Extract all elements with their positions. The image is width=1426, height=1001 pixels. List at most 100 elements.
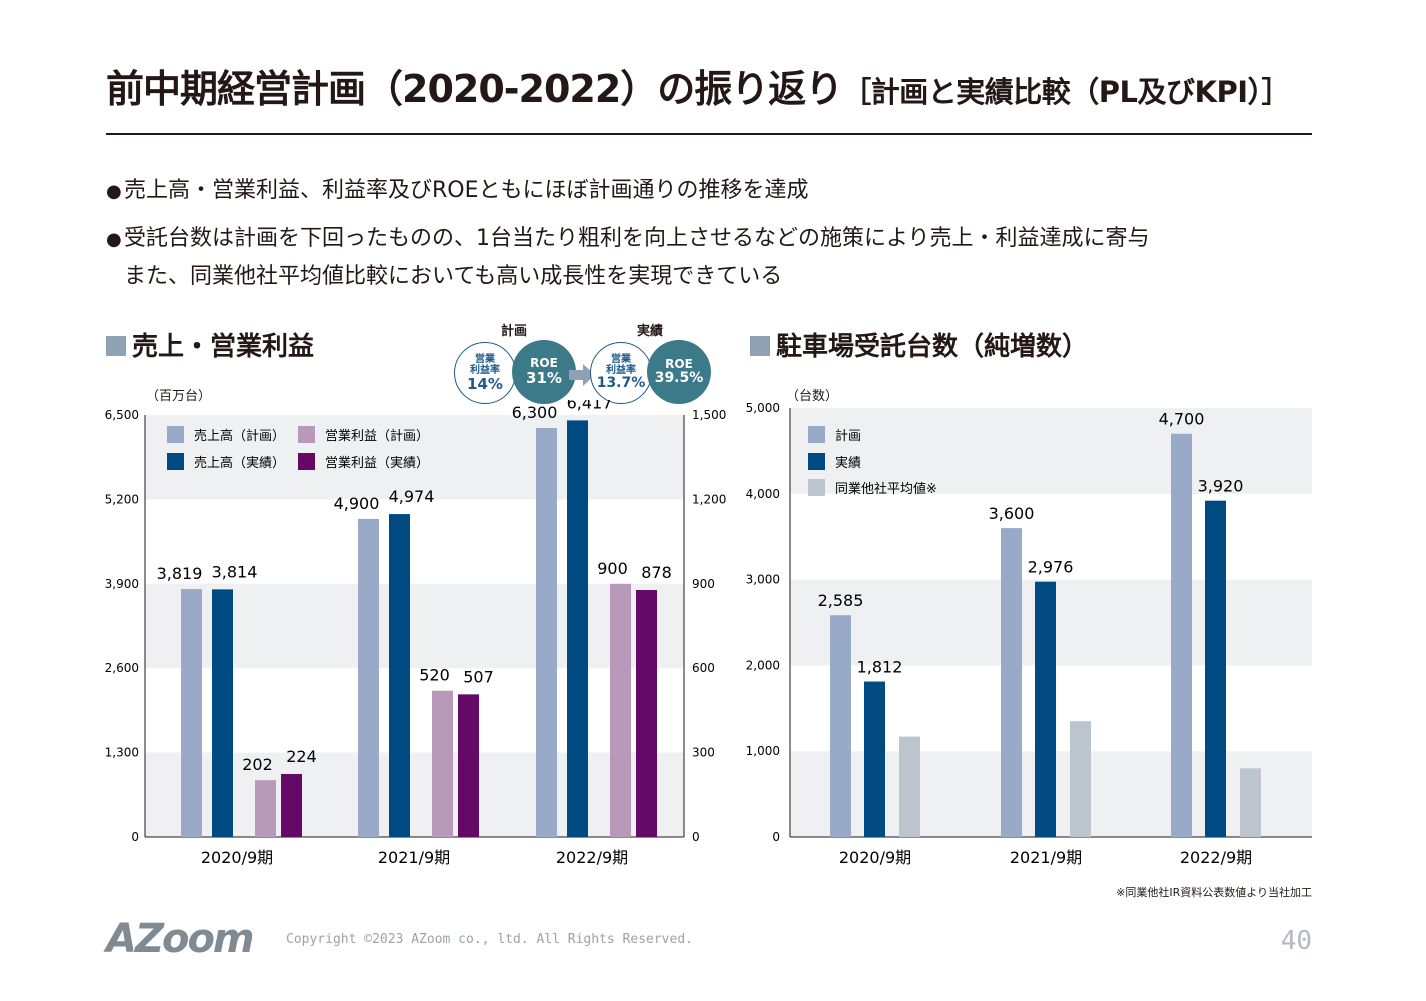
data-label: 3,819: [157, 564, 203, 583]
legend-label: 同業他社平均値※: [835, 481, 937, 497]
y-tick-label-left: 5,200: [105, 492, 139, 506]
bar: [432, 690, 453, 837]
page-title: 前中期経営計画（2020-2022）の振り返り［計画と実績比較（PL及びKPI）…: [106, 67, 1291, 111]
legend-swatch: [298, 426, 315, 443]
bar: [636, 589, 657, 837]
grid-band: [790, 408, 1312, 494]
grid-band: [145, 752, 684, 837]
y-tick-label-left: 0: [131, 830, 139, 844]
kpi-plan-label: 計画: [501, 324, 528, 339]
bar: [536, 427, 557, 837]
y-tick-label-right: 900: [692, 577, 715, 591]
copyright: Copyright ©2023 AZoom co., ltd. All Righ…: [286, 932, 693, 947]
y-tick-label: 4,000: [746, 487, 780, 501]
y-tick-label: 1,000: [746, 744, 780, 758]
square-marker-icon: [750, 336, 770, 356]
kpi-actual-label: 実績: [637, 324, 664, 339]
y-tick-label-right: 0: [692, 830, 700, 844]
bar: [610, 583, 631, 837]
x-tick-label: 2022/9期: [556, 848, 628, 867]
legend-swatch: [808, 453, 825, 470]
data-label: 6,300: [512, 403, 558, 422]
square-marker-icon: [106, 336, 126, 356]
bar: [1205, 500, 1226, 837]
data-label: 3,814: [212, 562, 258, 581]
arrow-right-icon: [569, 364, 595, 386]
page-subtitle: ［計画と実績比較（PL及びKPI）］: [842, 75, 1291, 109]
legend-label: 売上高（計画）: [194, 428, 285, 444]
bar: [1171, 433, 1192, 837]
bar: [899, 736, 920, 837]
legend-label: 計画: [835, 428, 861, 444]
y-tick-label-left: 3,900: [105, 577, 139, 591]
data-label: 520: [419, 666, 450, 685]
data-label: 3,920: [1198, 477, 1244, 496]
data-label: 900: [597, 559, 628, 578]
bar: [1240, 768, 1261, 837]
title-divider: [106, 133, 1312, 135]
legend-swatch: [808, 479, 825, 496]
y-tick-label: 2,000: [746, 658, 780, 672]
bar: [567, 420, 588, 837]
legend-swatch: [167, 453, 184, 470]
bar: [389, 514, 410, 837]
bar: [358, 518, 379, 837]
bar: [1035, 581, 1056, 837]
section-title-sales: 売上・営業利益: [106, 326, 314, 363]
legend-swatch: [298, 453, 315, 470]
y-tick-label: 5,000: [746, 401, 780, 415]
grid-band: [145, 583, 684, 669]
kpi-actual-margin-circle: 営業 利益率 13.7%: [590, 342, 652, 404]
bar: [212, 589, 233, 837]
bullet-dot-icon: ●: [106, 229, 122, 250]
legend-label: 営業利益（実績）: [325, 455, 429, 471]
legend-label: 営業利益（計画）: [325, 428, 429, 444]
data-label: 507: [463, 667, 494, 686]
kpi-plan-margin-circle: 営業 利益率 14%: [454, 342, 516, 404]
bar: [281, 773, 302, 837]
legend-swatch: [808, 426, 825, 443]
y-tick-label-left: 2,600: [105, 661, 139, 675]
y-tick-label-right: 300: [692, 746, 715, 760]
kpi-actual-roe-circle: ROE 39.5%: [647, 340, 711, 404]
data-label: 224: [286, 747, 317, 766]
legend-label: 売上高（実績）: [194, 455, 285, 471]
y-tick-label: 3,000: [746, 573, 780, 587]
bar: [255, 780, 276, 837]
left-axis-unit: （百万台）: [146, 389, 212, 404]
y-tick-label-right: 600: [692, 661, 715, 675]
data-label: 202: [242, 755, 273, 774]
x-tick-label: 2020/9期: [839, 848, 911, 867]
data-label: 2,585: [818, 591, 864, 610]
bar: [864, 681, 885, 837]
y-tick-label-right: 1,200: [692, 492, 726, 506]
data-label: 4,900: [334, 494, 380, 513]
right-chart-axis-unit: （台数）: [786, 389, 839, 404]
legend-label: 実績: [835, 455, 861, 471]
data-label: 2,976: [1028, 558, 1074, 577]
bullet-2-continuation: また、同業他社平均値比較においても高い成長性を実現できている: [124, 264, 783, 289]
data-label: 1,812: [857, 658, 903, 677]
bar: [1070, 721, 1091, 837]
data-label: 878: [641, 563, 672, 582]
data-label: 4,974: [389, 487, 435, 506]
y-tick-label: 0: [772, 830, 780, 844]
data-label: 3,600: [989, 504, 1035, 523]
legend-swatch: [167, 426, 184, 443]
azoom-logo: AZoom: [106, 916, 255, 962]
bullet-2: ● 受託台数は計画を下回ったものの、1台当たり粗利を向上させるなどの施策により売上…: [106, 226, 1150, 251]
bar: [830, 615, 851, 837]
section-title-parking: 駐車場受託台数（純増数）: [750, 326, 1088, 363]
parking-count-chart: 0 1,000 2,000 3,000 4,000 5,000 2020/9期 2,585 1,…: [746, 401, 1312, 867]
data-label: 4,700: [1159, 410, 1205, 429]
data-label: 6,417: [567, 400, 613, 412]
page-number: 40: [1280, 926, 1312, 956]
kpi-plan-roe-circle: ROE 31%: [512, 340, 576, 404]
y-tick-label-left: 1,300: [105, 746, 139, 760]
x-tick-label: 2022/9期: [1180, 848, 1252, 867]
bullet-1: ● 売上高・営業利益、利益率及びROEともにほぼ計画通りの推移を達成: [106, 178, 809, 203]
bullet-dot-icon: ●: [106, 181, 122, 202]
x-tick-label: 2020/9期: [201, 848, 273, 867]
x-tick-label: 2021/9期: [1010, 848, 1082, 867]
bar: [458, 694, 479, 837]
